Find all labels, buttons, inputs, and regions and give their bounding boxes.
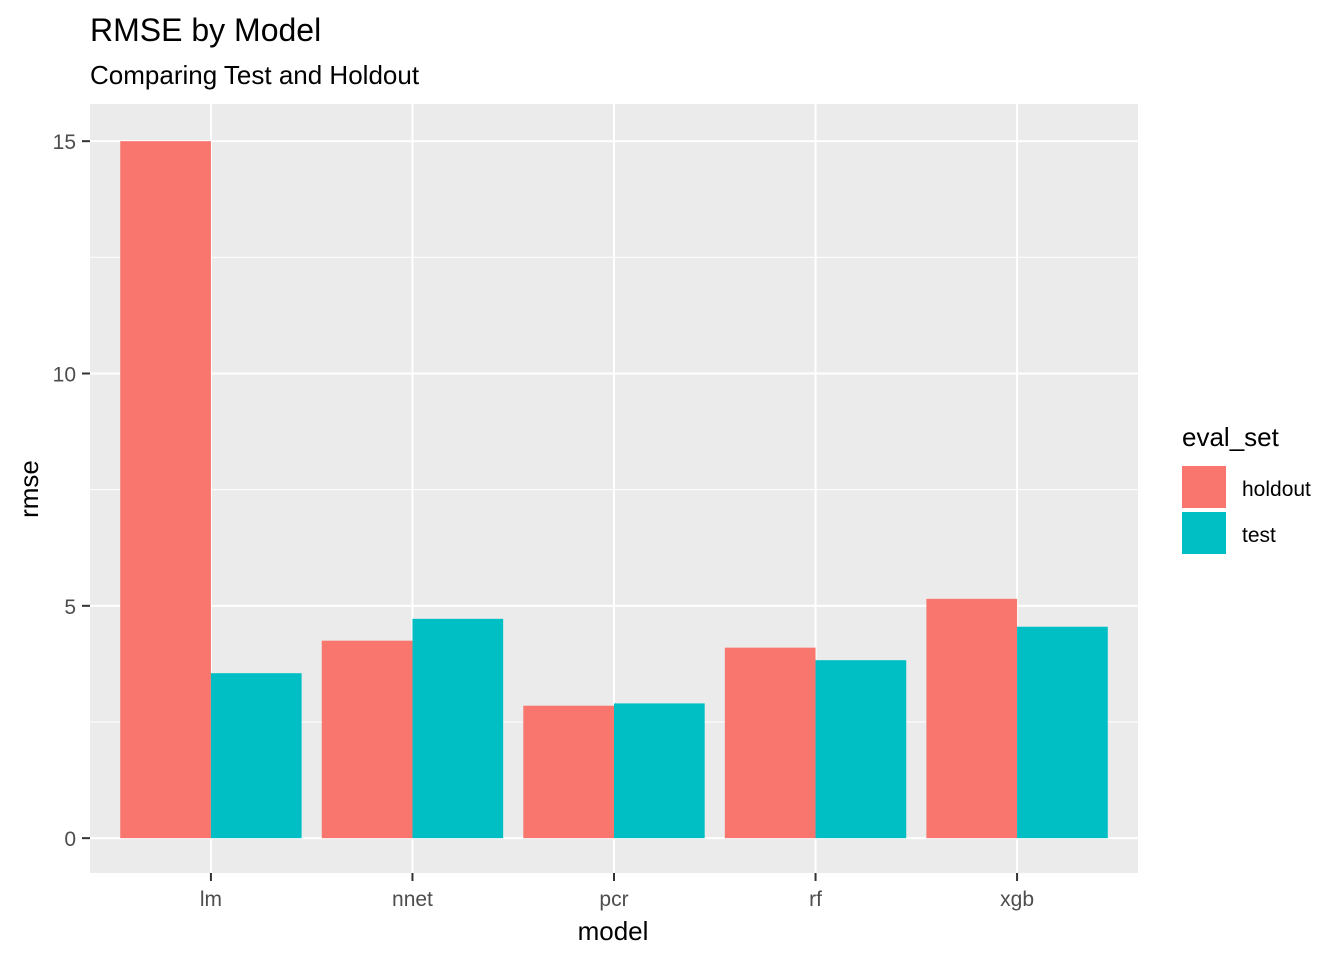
x-tick-label: pcr [599, 888, 628, 911]
bar-holdout-xgb [926, 598, 1018, 839]
bar-test-nnet [412, 618, 504, 839]
legend-label-holdout: holdout [1242, 478, 1311, 501]
bar-holdout-nnet [321, 640, 413, 839]
bar-holdout-pcr [523, 705, 614, 839]
chart-title: RMSE by Model [90, 12, 321, 48]
bar-test-rf [815, 660, 907, 839]
bar-test-lm [210, 673, 302, 839]
y-tick-label: 5 [64, 596, 76, 619]
y-tick-label: 0 [64, 828, 76, 851]
legend-key-test [1182, 512, 1226, 554]
bar-holdout-rf [724, 647, 816, 839]
x-tick-label: nnet [392, 888, 433, 911]
bar-test-pcr [614, 703, 705, 839]
y-axis-title: rmse [14, 460, 44, 518]
y-tick-label: 10 [53, 363, 76, 386]
y-tick-label: 15 [53, 131, 76, 154]
legend-label-test: test [1242, 524, 1276, 547]
x-tick-label: lm [200, 888, 222, 911]
legend-title: eval_set [1182, 422, 1280, 452]
legend: eval_set holdout test [1182, 422, 1311, 554]
bar-holdout-lm [120, 141, 211, 839]
x-axis-title: model [578, 916, 649, 946]
x-tick-label: xgb [1000, 888, 1034, 911]
legend-key-holdout [1182, 466, 1226, 508]
bar-test-xgb [1017, 626, 1108, 839]
bars [120, 141, 1108, 839]
chart-subtitle: Comparing Test and Holdout [90, 60, 420, 90]
x-tick-label: rf [809, 888, 822, 911]
axes: 0 5 10 15 lm nnet pcr rf xgb [53, 131, 1034, 911]
